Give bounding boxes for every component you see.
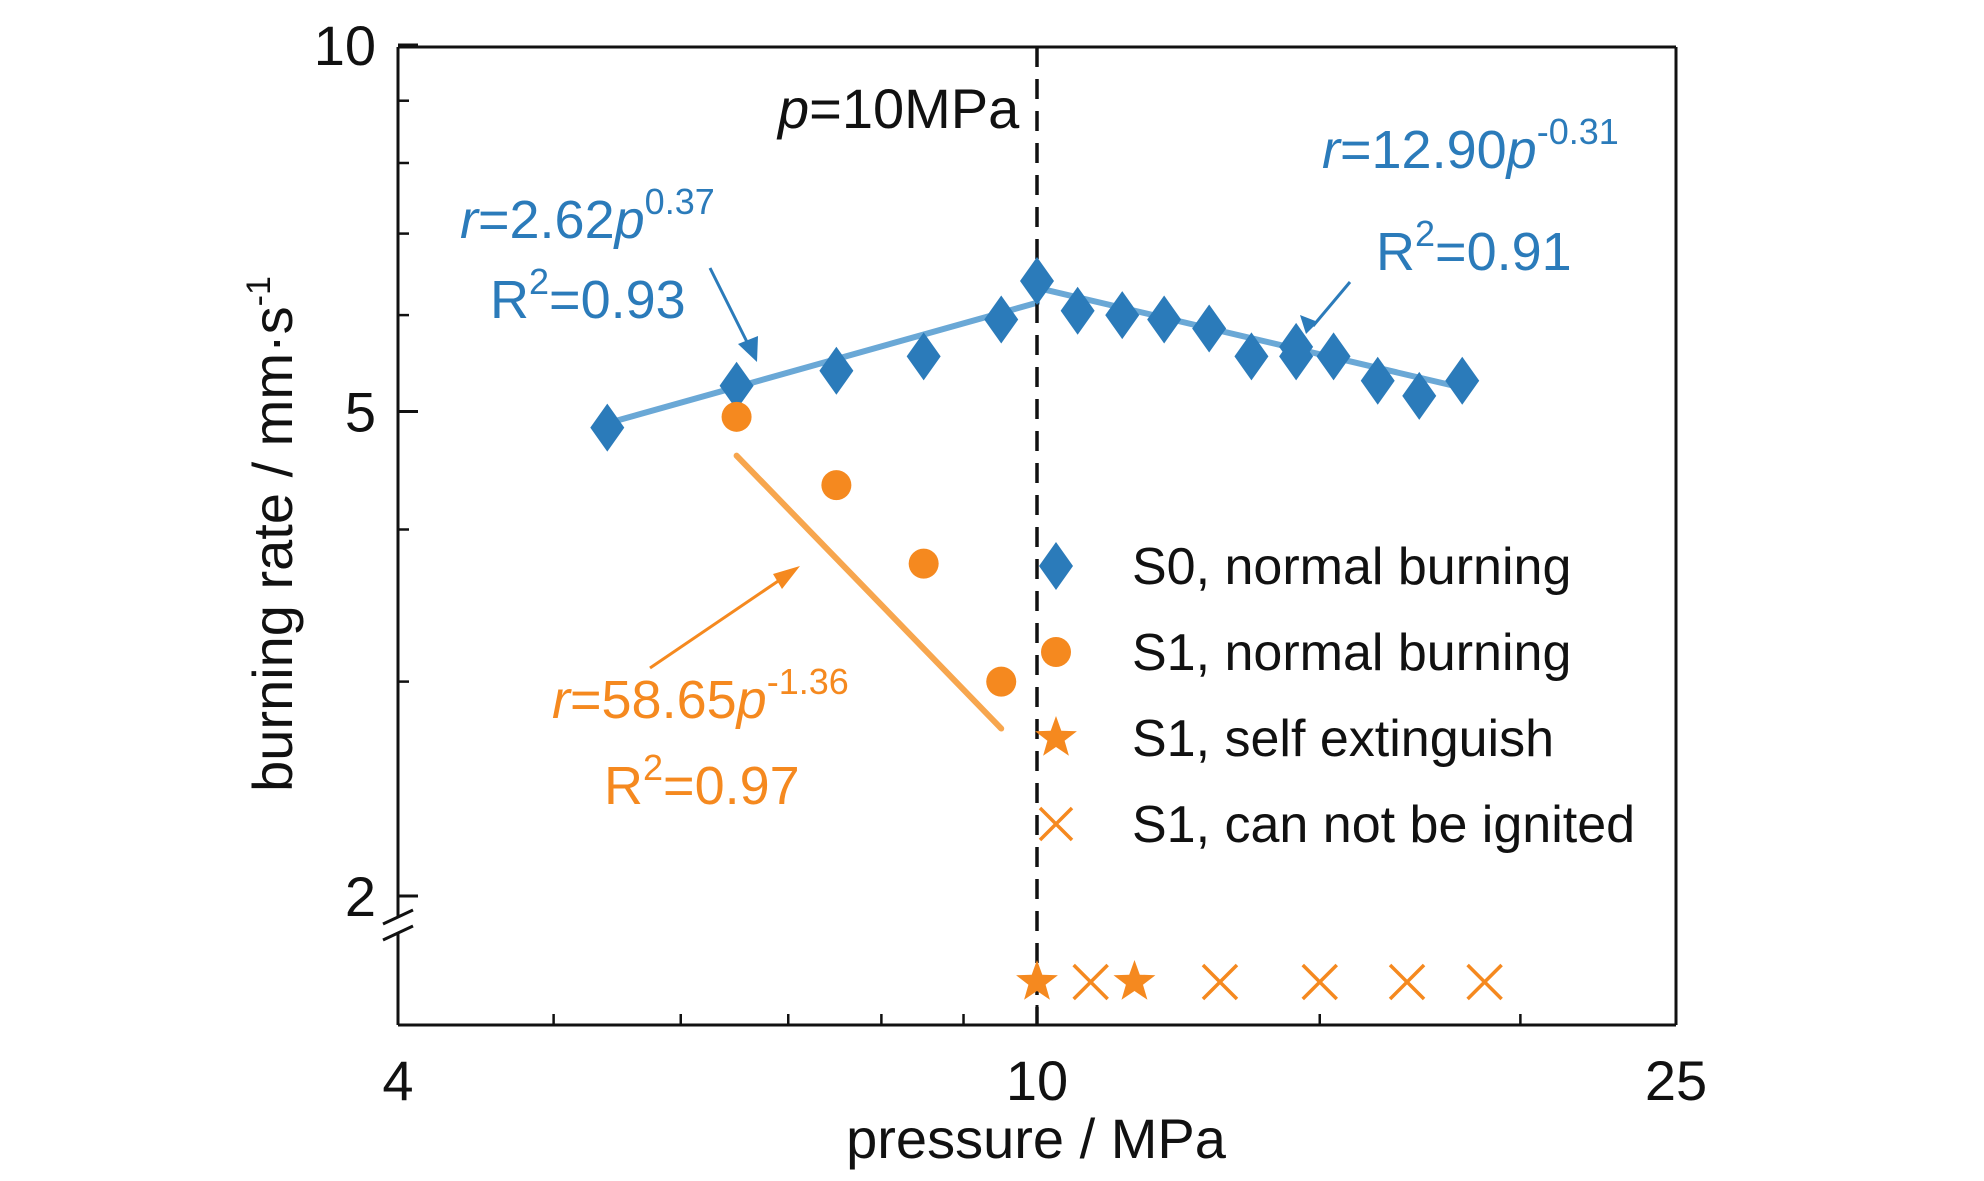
data-point-s1-normal [986,666,1017,697]
data-point-s1-not-ignited [1301,963,1338,1001]
data-point-s0-normal [590,403,625,452]
data-markers [590,256,1503,1001]
cross-icon [1038,806,1074,842]
data-point-s1-not-ignited [1388,963,1426,1001]
y-tick-label: 10 [314,14,376,77]
data-point-s1-self-extinguish [1016,960,1058,1000]
fit-equation: r=12.90p-0.31 [1322,111,1619,180]
arrow-s1 [649,571,791,670]
data-point-s0-normal [819,346,854,395]
fit-r-squared: R2=0.93 [490,261,686,330]
axis-break-mark-lower [382,924,414,942]
arrow-head-s0-high [1300,315,1318,334]
data-point-s0-normal [1316,332,1351,381]
data-point-s1-not-ignited [1201,963,1239,1001]
arrow-head-s0-low [738,336,758,362]
x-axis-label: pressure / MPa [846,1107,1227,1170]
star-icon [1035,716,1077,756]
axis-break-mark-upper [382,908,414,926]
y-axis-label: burning rate / mm·s-1 [240,276,304,792]
svg-text:burning rate / mm·s-1: burning rate / mm·s-1 [240,276,304,792]
legend-label: S1, can not be ignited [1132,796,1635,854]
diamond-icon [1039,542,1073,590]
data-point-s0-normal [906,332,941,381]
x-tick-label: 25 [1645,1049,1707,1112]
data-point-s1-normal [721,401,752,432]
data-point-s0-normal [1192,304,1227,353]
data-point-s0-normal [1020,256,1054,305]
fit-equation: r=58.65p-1.36 [552,661,849,730]
legend: S0, normal burning S1, normal burning S1… [1035,538,1635,854]
fit-annotation-s0-high: r=12.90p-0.31 R2=0.91 [1322,111,1619,282]
legend-item-s1-self-extinguish: S1, self extinguish [1035,710,1554,768]
fit-line-2 [733,452,1005,732]
data-point-s1-normal [908,548,939,579]
annotation-arrows [649,267,1352,670]
legend-item-s0-normal: S0, normal burning [1039,538,1571,596]
legend-label: S0, normal burning [1132,538,1571,596]
reference-line-label: p=10MPa [776,77,1020,140]
arrow-s0-high [1311,281,1352,327]
data-point-s0-normal [984,295,1019,344]
data-point-s1-not-ignited [1466,963,1503,1001]
y-tick-label: 2 [345,865,376,928]
x-tick-label: 4 [382,1049,413,1112]
y-axis-label-superscript: -1 [240,276,278,306]
fit-annotation-s0-low: r=2.62p0.37 R2=0.93 [460,181,715,330]
fit-r-squared: R2=0.97 [604,747,800,816]
data-point-s0-normal [1147,295,1182,344]
legend-label: S1, self extinguish [1132,710,1554,768]
x-tick-label: 10 [1006,1049,1068,1112]
legend-item-s1-not-ignited: S1, can not be ignited [1038,796,1635,854]
data-point-s0-normal [1234,332,1269,381]
legend-item-s1-normal: S1, normal burning [1041,624,1571,682]
fit-line-0 [604,299,1040,427]
fit-annotation-s1: r=58.65p-1.36 R2=0.97 [552,661,849,816]
axis-ticks [396,43,1678,1025]
y-axis-label-main: burning rate / mm·s [241,306,304,792]
data-point-s1-normal [821,470,852,501]
reference-line-label-value: =10MPa [809,77,1020,140]
arrow-head-s1 [773,566,800,589]
legend-label: S1, normal burning [1132,624,1571,682]
data-point-s0-normal [1402,371,1437,420]
data-point-s0-normal [719,361,754,410]
data-point-s0-normal [1060,286,1095,335]
circle-icon [1041,637,1071,667]
data-point-s1-self-extinguish [1113,960,1156,1000]
data-point-s0-normal [1360,356,1395,405]
fit-r-squared: R2=0.91 [1376,213,1572,282]
arrow-s0-low [708,267,754,353]
data-point-s0-normal [1279,322,1314,371]
y-tick-label: 5 [345,381,376,444]
data-point-s0-normal [1105,291,1140,340]
data-point-s0-normal [1445,356,1480,405]
data-point-s1-not-ignited [1072,963,1109,1001]
fit-equation: r=2.62p0.37 [460,181,715,250]
reference-line-label-p: p [776,77,809,140]
